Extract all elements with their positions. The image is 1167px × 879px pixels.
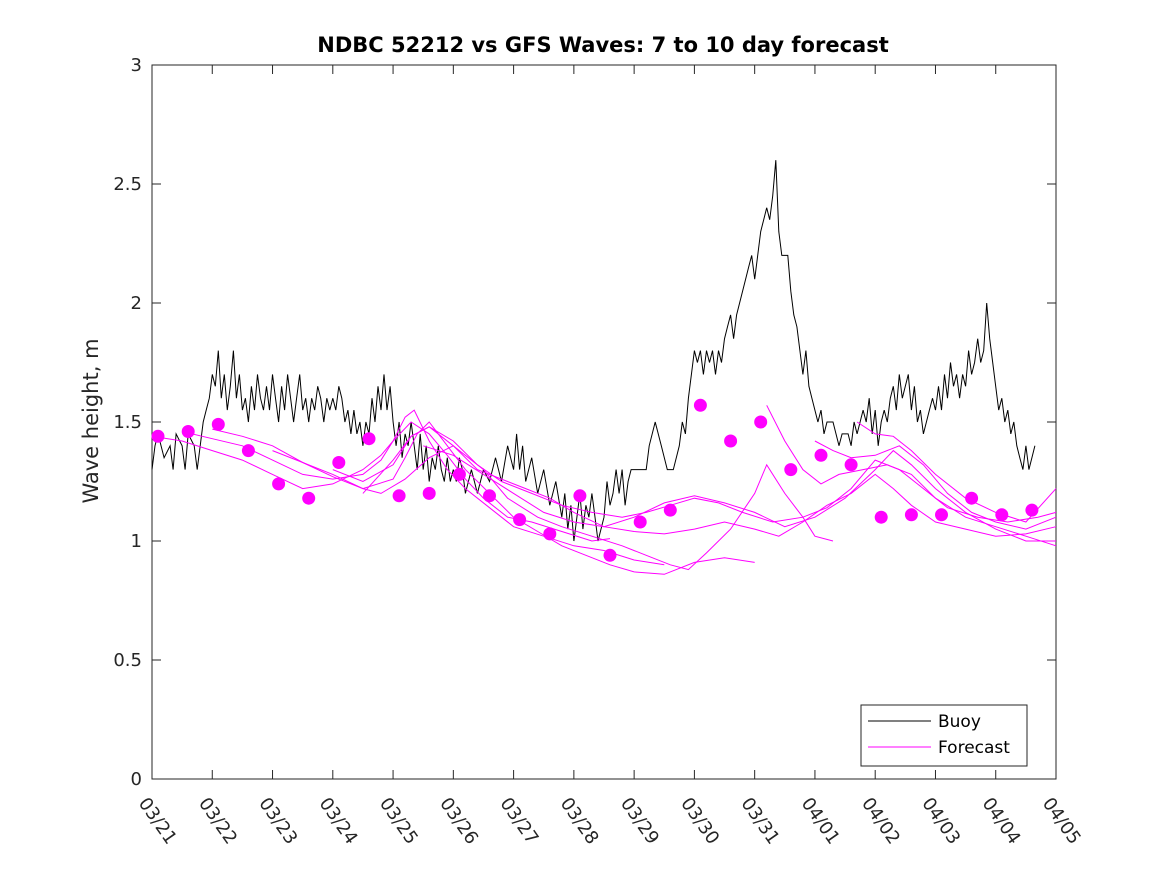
forecast-series-line — [181, 409, 665, 566]
legend: Buoy Forecast — [860, 704, 1028, 767]
y-tick-label: 1.5 — [113, 412, 142, 433]
y-axis-label: Wave height, m — [79, 338, 103, 503]
forecast-marker — [332, 456, 346, 469]
y-tick-label: 1 — [131, 531, 142, 552]
legend-box — [860, 704, 1028, 767]
forecast-marker — [302, 491, 316, 505]
chart-title: NDBC 52212 vs GFS Waves: 7 to 10 day for… — [317, 33, 888, 57]
forecast-marker — [754, 415, 768, 429]
y-tick-label: 2 — [131, 293, 142, 314]
buoy-series-line — [151, 160, 1036, 542]
y-tick-label: 0 — [131, 769, 142, 790]
forecast-marker — [392, 489, 406, 503]
legend-buoy-label: Buoy — [938, 712, 981, 732]
forecast-marker — [633, 515, 647, 529]
forecast-marker — [874, 510, 888, 524]
forecast-marker — [513, 513, 527, 527]
forecast-marker — [965, 491, 979, 505]
forecast-series-line — [151, 421, 611, 542]
forecast-marker — [1025, 503, 1039, 517]
forecast-marker — [724, 434, 738, 448]
forecast-marker — [935, 508, 948, 522]
forecast-marker — [272, 477, 286, 491]
forecast-series-line — [423, 445, 1056, 542]
forecast-marker — [814, 448, 828, 462]
legend-forecast-label: Forecast — [938, 738, 1010, 758]
forecast-marker — [452, 467, 466, 481]
forecast-marker — [151, 429, 165, 443]
forecast-marker — [844, 458, 858, 472]
y-tick-label: 0.5 — [113, 650, 142, 671]
forecast-marker — [603, 548, 617, 562]
forecast-marker — [573, 489, 587, 503]
forecast-marker — [362, 432, 376, 446]
forecast-marker — [543, 527, 557, 541]
forecast-marker — [995, 508, 1009, 522]
forecast-marker — [483, 489, 496, 503]
forecast-series-line — [272, 445, 834, 571]
forecast-marker — [422, 486, 436, 500]
forecast-marker — [693, 398, 707, 412]
forecast-marker — [211, 417, 225, 431]
forecast-series-line — [332, 426, 1057, 537]
forecast-series-line — [766, 405, 1057, 547]
forecast-marker — [904, 508, 918, 522]
forecast-marker — [784, 463, 798, 477]
forecast-marker — [663, 503, 677, 517]
forecast-series-line — [814, 440, 1057, 530]
forecast-marker — [181, 425, 195, 438]
forecast-marker — [241, 444, 255, 458]
y-tick-label: 3 — [131, 55, 142, 76]
forecast-series-line — [212, 421, 755, 575]
y-tick-label: 2.5 — [113, 174, 142, 195]
forecast-series-line — [856, 421, 1057, 523]
